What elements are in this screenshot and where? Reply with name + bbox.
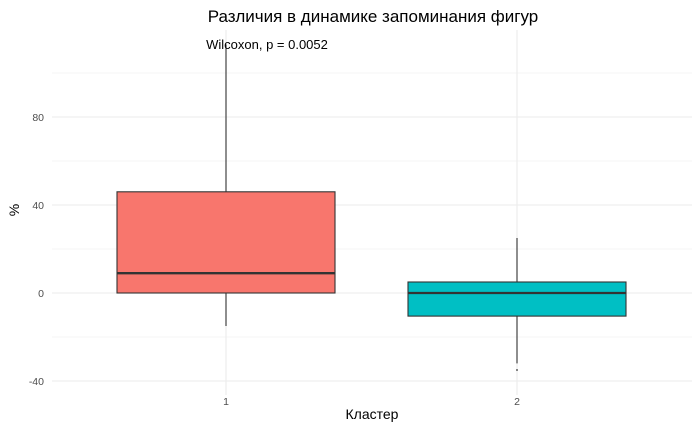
iqr-box (407, 281, 627, 317)
y-tick-label: 40 (32, 200, 44, 212)
y-tick-label: 80 (32, 112, 44, 124)
x-tick-label: 1 (223, 396, 229, 408)
y-tick-label: 0 (38, 288, 44, 300)
y-axis-label: % (6, 204, 22, 216)
y-axis-ticks: -40 0 40 80 (29, 112, 44, 388)
x-axis-label: Кластер (346, 406, 399, 422)
box-cluster-2 (407, 238, 627, 371)
wilcoxon-annotation: Wilcoxon, p = 0.0052 (206, 37, 328, 52)
box-cluster-1 (116, 44, 336, 326)
x-tick-label: 2 (514, 396, 520, 408)
y-tick-label: -40 (29, 376, 44, 388)
iqr-box (116, 191, 336, 294)
outlier-point (516, 369, 518, 371)
chart-title: Различия в динамике запоминания фигур (208, 7, 539, 26)
boxes (116, 44, 627, 371)
